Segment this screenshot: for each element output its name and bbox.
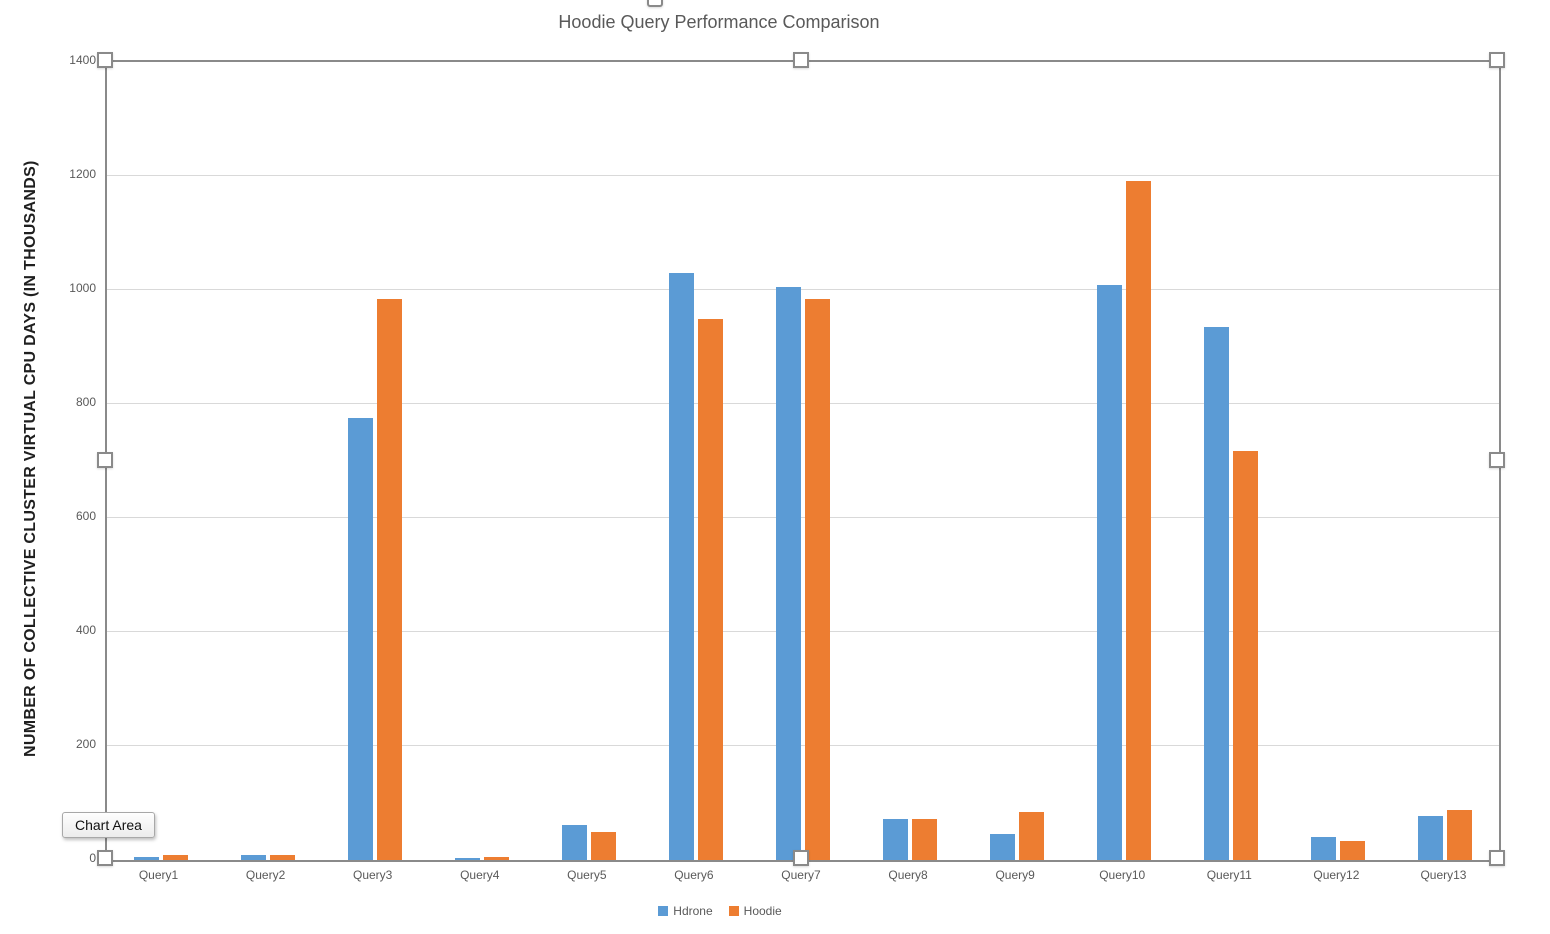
x-tick-label: Query1 bbox=[138, 868, 179, 882]
resize-handle-top-right[interactable] bbox=[1489, 52, 1505, 68]
bar-hdrone-query8[interactable] bbox=[883, 818, 909, 860]
gridline bbox=[107, 403, 1499, 404]
legend-swatch-hdrone bbox=[658, 906, 669, 916]
bar-hdrone-query11[interactable] bbox=[1204, 327, 1230, 860]
legend-label: Hoodie bbox=[743, 904, 782, 918]
bar-hdrone-query12[interactable] bbox=[1311, 837, 1337, 860]
resize-handle-top-center[interactable] bbox=[793, 52, 809, 68]
resize-handle-bottom-right[interactable] bbox=[1489, 850, 1505, 866]
x-tick-label: Query4 bbox=[460, 868, 500, 882]
y-tick-label: 200 bbox=[75, 737, 96, 751]
resize-handle-chart-top[interactable] bbox=[647, 0, 663, 7]
y-tick-label: 1000 bbox=[69, 281, 96, 295]
bar-hoodie-query13[interactable] bbox=[1447, 810, 1473, 860]
x-tick-label: Query10 bbox=[1099, 868, 1146, 882]
resize-handle-bottom-center[interactable] bbox=[793, 850, 809, 866]
bar-hdrone-query9[interactable] bbox=[990, 833, 1016, 860]
resize-handle-middle-right[interactable] bbox=[1489, 452, 1505, 468]
chart-title[interactable]: Hoodie Query Performance Comparison bbox=[558, 12, 880, 32]
x-tick-label: Query6 bbox=[674, 868, 714, 882]
plot-area[interactable] bbox=[105, 60, 1501, 862]
x-tick-label: Query8 bbox=[888, 868, 928, 882]
x-tick-label: Query9 bbox=[995, 868, 1035, 882]
bar-hoodie-query9[interactable] bbox=[1019, 811, 1045, 860]
x-axis-tick-labels[interactable]: Query1 Query2 Query3 Query4 Query5 Query6 Quer… bbox=[105, 868, 1497, 888]
y-tick-label: 0 bbox=[89, 851, 96, 865]
legend-label: Hdrone bbox=[673, 904, 713, 918]
bar-hoodie-query5[interactable] bbox=[590, 831, 616, 860]
x-tick-label: Query11 bbox=[1206, 868, 1252, 882]
bar-hoodie-query4[interactable] bbox=[483, 857, 509, 860]
bar-hoodie-query11[interactable] bbox=[1233, 450, 1259, 860]
y-tick-label: 600 bbox=[75, 509, 96, 523]
bar-hoodie-query6[interactable] bbox=[697, 318, 723, 860]
bar-hdrone-query6[interactable] bbox=[668, 272, 694, 860]
resize-handle-bottom-left[interactable] bbox=[97, 850, 113, 866]
bar-hdrone-query1[interactable] bbox=[133, 857, 159, 860]
bar-hdrone-query7[interactable] bbox=[776, 287, 801, 860]
y-tick-label: 800 bbox=[75, 395, 96, 409]
gridline bbox=[107, 745, 1499, 746]
bar-hoodie-query3[interactable] bbox=[376, 298, 402, 860]
bar-hoodie-query7[interactable] bbox=[805, 298, 830, 860]
bar-hdrone-query2[interactable] bbox=[240, 854, 266, 860]
bar-hdrone-query4[interactable] bbox=[454, 857, 480, 860]
x-tick-label: Query13 bbox=[1420, 868, 1467, 882]
y-tick-label: 1200 bbox=[69, 167, 96, 181]
chart-area-tooltip: Chart Area bbox=[62, 812, 155, 838]
gridline bbox=[107, 175, 1499, 176]
bar-hdrone-query10[interactable] bbox=[1097, 285, 1123, 860]
legend-item-hoodie[interactable]: Hoodie bbox=[728, 904, 782, 918]
x-tick-label: Query5 bbox=[567, 868, 607, 882]
bar-hoodie-query12[interactable] bbox=[1340, 841, 1366, 860]
legend[interactable]: Hdrone Hoodie bbox=[0, 902, 1440, 920]
bar-hdrone-query13[interactable] bbox=[1418, 815, 1444, 860]
y-tick-label: 400 bbox=[75, 623, 96, 637]
bar-hoodie-query8[interactable] bbox=[912, 818, 938, 860]
gridline bbox=[107, 517, 1499, 518]
y-tick-label: 1400 bbox=[69, 53, 96, 67]
legend-swatch-hoodie bbox=[728, 906, 739, 916]
resize-handle-top-left[interactable] bbox=[97, 52, 113, 68]
bar-hoodie-query1[interactable] bbox=[162, 854, 188, 860]
bar-hoodie-query10[interactable] bbox=[1126, 180, 1152, 860]
resize-handle-middle-left[interactable] bbox=[97, 452, 113, 468]
x-tick-label: Query2 bbox=[245, 868, 286, 882]
gridline bbox=[107, 289, 1499, 290]
gridline bbox=[107, 631, 1499, 632]
x-tick-label: Query3 bbox=[352, 868, 393, 882]
bar-hdrone-query5[interactable] bbox=[561, 824, 587, 860]
bar-hdrone-query3[interactable] bbox=[347, 418, 373, 860]
legend-item-hdrone[interactable]: Hdrone bbox=[658, 904, 713, 918]
x-tick-label: Query7 bbox=[781, 868, 821, 882]
y-axis-tick-labels[interactable]: 0 200 400 600 800 1000 1200 1400 bbox=[0, 53, 96, 865]
x-tick-label: Query12 bbox=[1313, 868, 1360, 882]
bar-hoodie-query2[interactable] bbox=[269, 854, 295, 860]
